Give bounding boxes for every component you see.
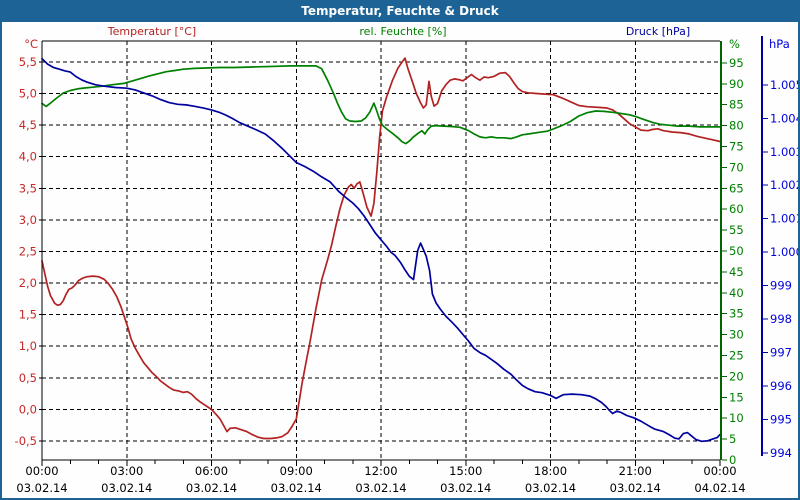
- x-date-label: 03.02.14: [610, 481, 661, 495]
- pressure-tick-label: 995: [770, 413, 792, 427]
- x-date-label: 03.02.14: [271, 481, 322, 495]
- humidity-tick-label: 60: [729, 202, 744, 216]
- temperature-tick-label: 1,5: [19, 308, 37, 322]
- pressure-tick-label: 996: [770, 379, 792, 393]
- pressure-tick-label: 998: [770, 312, 792, 326]
- x-time-label: 00:00: [703, 464, 736, 478]
- legend-humidity-label: rel. Feuchte [%]: [359, 25, 447, 38]
- humidity-tick-label: 25: [729, 349, 744, 363]
- temperature-tick-label: 0,5: [19, 371, 37, 385]
- pressure-tick-label: 999: [770, 279, 792, 293]
- x-time-label: 12:00: [364, 464, 397, 478]
- humidity-curve: [41, 65, 721, 145]
- humidity-tick-label: 50: [729, 244, 744, 258]
- humidity-tick-label: 0: [729, 453, 736, 467]
- humidity-tick-label: 70: [729, 160, 744, 174]
- humidity-tick-label: 15: [729, 390, 744, 404]
- humidity-tick-label: 55: [729, 223, 744, 237]
- x-date-label: 03.02.14: [525, 481, 576, 495]
- temperature-tick-label: 5,5: [19, 55, 37, 69]
- humidity-tick-label: 85: [729, 98, 744, 112]
- x-date-label: 03.02.14: [440, 481, 491, 495]
- pressure-tick-label: 1.000: [770, 245, 800, 259]
- x-time-label: 03:00: [110, 464, 143, 478]
- x-time-label: 21:00: [619, 464, 652, 478]
- temperature-tick-label: 3,5: [19, 181, 37, 195]
- humidity-tick-label: 90: [729, 77, 744, 91]
- temperature-curve: [41, 57, 721, 440]
- pressure-tick-label: 1.002: [770, 178, 800, 192]
- x-date-label: 03.02.14: [355, 481, 406, 495]
- window-title-bar: Temperatur, Feuchte & Druck: [2, 0, 798, 22]
- x-date-label: 03.02.14: [16, 481, 67, 495]
- x-time-label: 00:00: [25, 464, 58, 478]
- pressure-tick-label: 1.001: [770, 212, 800, 226]
- temperature-tick-label: 2,0: [19, 276, 37, 290]
- humidity-tick-label: 35: [729, 307, 744, 321]
- pressure-tick-label: 1.005: [770, 78, 800, 92]
- humidity-tick-label: 40: [729, 286, 744, 300]
- x-time-label: 18:00: [534, 464, 567, 478]
- window-title: Temperatur, Feuchte & Druck: [301, 4, 499, 18]
- pressure-tick-label: 1.004: [770, 111, 800, 125]
- humidity-unit-label: %: [729, 37, 740, 51]
- humidity-tick-label: 5: [729, 432, 736, 446]
- humidity-tick-label: 75: [729, 140, 744, 154]
- humidity-tick-label: 80: [729, 119, 744, 133]
- humidity-tick-label: 30: [729, 328, 744, 342]
- plot-area: [42, 41, 720, 460]
- pressure-unit-label: hPa: [769, 37, 790, 51]
- pressure-tick-label: 1.003: [770, 145, 800, 159]
- x-date-label: 03.02.14: [186, 481, 237, 495]
- legend-pressure-label: Druck [hPa]: [625, 25, 691, 38]
- temperature-tick-label: 0,0: [19, 402, 37, 416]
- pressure-curve: [41, 57, 721, 443]
- humidity-tick-label: 20: [729, 369, 744, 383]
- temperature-tick-label: 4,5: [19, 118, 37, 132]
- humidity-tick-label: 10: [729, 411, 744, 425]
- humidity-tick-label: 45: [729, 265, 744, 279]
- x-date-label: 04.02.14: [694, 481, 745, 495]
- temperature-unit-label: °C: [24, 37, 38, 51]
- temperature-tick-label: 1,0: [19, 339, 37, 353]
- temperature-tick-label: -0,5: [15, 434, 37, 448]
- x-date-label: 03.02.14: [101, 481, 152, 495]
- temperature-tick-label: 2,5: [19, 244, 37, 258]
- pressure-tick-label: 997: [770, 346, 792, 360]
- humidity-tick-label: 95: [729, 56, 744, 70]
- temperature-tick-label: 3,0: [19, 213, 37, 227]
- x-time-label: 15:00: [449, 464, 482, 478]
- temperature-tick-label: 5,0: [19, 86, 37, 100]
- humidity-tick-label: 65: [729, 181, 744, 195]
- temperature-tick-label: 4,0: [19, 150, 37, 164]
- x-time-label: 09:00: [280, 464, 313, 478]
- legend-temperature-label: Temperatur [°C]: [107, 25, 197, 38]
- x-time-label: 06:00: [195, 464, 228, 478]
- pressure-tick-label: 994: [770, 446, 792, 460]
